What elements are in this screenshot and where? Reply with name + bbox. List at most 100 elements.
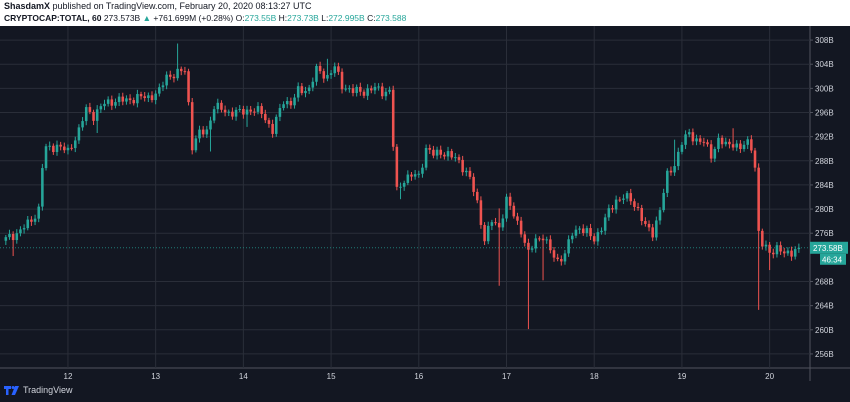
candle (552, 247, 556, 262)
candle (19, 226, 22, 237)
candle (147, 92, 150, 103)
candle (285, 97, 289, 109)
candle-body (209, 120, 212, 130)
candle-body (348, 88, 351, 90)
candle (399, 182, 402, 200)
candle-body (238, 109, 241, 111)
ohlc-line: CRYPTOCAP:TOTAL, 60 273.573B ▲ +761.699M… (4, 13, 406, 23)
high-label: H: (278, 13, 288, 23)
candle (457, 154, 461, 164)
candle (742, 140, 746, 152)
price-tick-label: 284B (815, 181, 834, 190)
candle (735, 140, 739, 152)
candle (571, 232, 574, 244)
candle (483, 222, 486, 246)
candle (720, 135, 724, 149)
candle (220, 100, 223, 113)
time-axis[interactable]: 12 13 14 15 16 17 18 19 20 (64, 372, 775, 381)
change-arrow-icon: ▲ (142, 13, 152, 23)
candle (563, 250, 567, 265)
candle (472, 173, 475, 197)
candle (337, 62, 340, 75)
time-tick-label: 16 (414, 372, 423, 381)
candle (293, 93, 296, 109)
author-name[interactable]: ShasdamX (4, 1, 51, 11)
candle (706, 139, 709, 147)
candle-body (636, 206, 640, 209)
candle-body (88, 107, 92, 112)
candle-body (432, 149, 435, 156)
candle (757, 163, 760, 310)
candle-body (183, 71, 187, 73)
candle-body (607, 208, 611, 218)
candle (282, 101, 285, 111)
candle (37, 203, 40, 223)
candle-body (366, 88, 369, 96)
candle-body (52, 145, 55, 153)
candle (253, 108, 256, 116)
candle (231, 107, 234, 120)
candle (691, 128, 695, 146)
candle (636, 202, 640, 211)
candle (560, 255, 563, 266)
candle-body (187, 71, 190, 103)
symbol-label[interactable]: CRYPTOCAP:TOTAL, 60 (4, 13, 102, 23)
candle-body (523, 234, 527, 243)
candle (304, 86, 307, 98)
candle (673, 139, 676, 176)
price-tick-label: 260B (815, 326, 834, 335)
candle (750, 135, 753, 154)
candle (603, 213, 607, 235)
candle (132, 97, 136, 106)
candle (768, 241, 771, 271)
price-axis[interactable]: 308B 304B 300B 296B 292B 288B 284B 280B 276B 268B… (810, 36, 834, 359)
candle (439, 145, 442, 159)
candle-body (150, 95, 154, 101)
candle (541, 234, 545, 281)
candle (406, 170, 410, 186)
candle-body (147, 95, 150, 99)
candle-body (611, 208, 614, 210)
candle (136, 89, 139, 108)
candle-body (717, 137, 720, 149)
published-info: published on TradingView.com, February 2… (52, 1, 312, 11)
candle-body (746, 139, 749, 145)
tradingview-logo[interactable]: TradingView (4, 385, 73, 395)
candle-body (541, 238, 545, 241)
close-value: 273.588 (375, 13, 407, 23)
candle-body (775, 245, 779, 255)
candle-body (622, 198, 625, 200)
candle-body (274, 116, 278, 134)
candle-body (790, 250, 793, 257)
candle (739, 140, 742, 153)
candle (158, 83, 161, 97)
candlestick-chart[interactable]: 308B 304B 300B 296B 292B 288B 284B 280B 276B 268B… (0, 26, 850, 381)
candle-body (724, 141, 728, 145)
candle (432, 145, 435, 159)
publisher-line: ShasdamX published on TradingView.com, F… (4, 1, 312, 11)
candle (260, 103, 263, 119)
candle (669, 166, 673, 176)
candle (52, 143, 55, 155)
candle-body (326, 74, 329, 79)
candle-body (198, 129, 201, 139)
candle (465, 167, 468, 177)
candle-body (103, 103, 106, 107)
candle-body (446, 151, 450, 157)
candle (497, 208, 501, 286)
candle-body (644, 221, 647, 224)
candle (790, 246, 793, 261)
candle (479, 196, 483, 229)
candle-body (26, 219, 30, 229)
open-label: O: (235, 13, 245, 23)
candle-body (585, 228, 589, 233)
price-tick-label: 304B (815, 60, 834, 69)
candle-body (4, 237, 8, 241)
candle (249, 105, 252, 116)
candle (607, 204, 611, 221)
candle (92, 109, 95, 126)
candle (234, 107, 238, 121)
time-tick-label: 19 (677, 372, 686, 381)
candle-body (676, 151, 680, 167)
candle-body (720, 137, 724, 145)
